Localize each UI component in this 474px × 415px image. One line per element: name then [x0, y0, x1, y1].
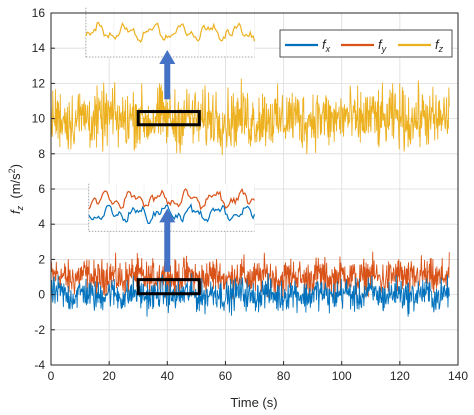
y-tick-label: 12: [32, 76, 46, 90]
legend-label-fz: fz: [435, 37, 444, 54]
x-tick-label: 140: [448, 369, 468, 383]
legend-label-fy: fy: [378, 37, 387, 54]
y-axis-label-unit: (m/s: [8, 173, 23, 206]
x-tick-label: 60: [219, 369, 233, 383]
series-line-fz: [50, 78, 450, 156]
x-tick-label: 120: [390, 369, 410, 383]
inset-2: [88, 183, 256, 232]
x-tick-label: 20: [102, 369, 116, 383]
zoom-box-2: [136, 278, 201, 296]
series-layer: [50, 78, 450, 317]
y-tick-label: 0: [38, 288, 45, 302]
inset-line-fx: [88, 202, 256, 225]
x-tick-label: 80: [277, 369, 291, 383]
x-axis-label: Time (s): [230, 395, 277, 410]
arrow-head: [159, 208, 176, 223]
inset-line-fz: [85, 21, 256, 44]
y-tick-label: -4: [34, 358, 45, 372]
y-tick-label: 6: [38, 182, 45, 196]
y-tick-label: 4: [38, 217, 45, 231]
series-line-fy: [50, 251, 450, 302]
legend-label-fx: fx: [322, 37, 331, 54]
y-ticks: -4 -2 0 2 4 6 8 10 12 14 16: [32, 6, 55, 372]
y-tick-label: 14: [32, 41, 46, 55]
zoom-box-1: [136, 110, 201, 127]
y-tick-label: 2: [38, 252, 45, 266]
legend-box: [279, 29, 453, 58]
y-axis-label-unit-sup: 2: [7, 168, 17, 173]
y-tick-label: 10: [32, 112, 46, 126]
x-ticks: 0 20 40 60 80 100 120 140: [48, 361, 468, 383]
y-axis-label: fz (m/s2): [7, 164, 25, 214]
arrow-head: [159, 49, 176, 64]
y-tick-label: -2: [34, 323, 45, 337]
y-tick-label: 16: [32, 6, 46, 20]
annotation-layer: [85, 7, 256, 296]
x-tick-label: 0: [48, 369, 55, 383]
y-axis-label-main: f: [8, 209, 23, 214]
series-line-fx: [50, 272, 450, 317]
inset-1: [85, 7, 256, 58]
y-axis-label-unit-close: ): [8, 164, 23, 168]
y-axis-label-sub: z: [15, 205, 25, 211]
legend: fx fy fz: [279, 29, 453, 58]
inset-line-fy: [88, 187, 255, 211]
y-tick-label: 8: [38, 147, 45, 161]
x-tick-label: 100: [332, 369, 352, 383]
x-tick-label: 40: [161, 369, 175, 383]
